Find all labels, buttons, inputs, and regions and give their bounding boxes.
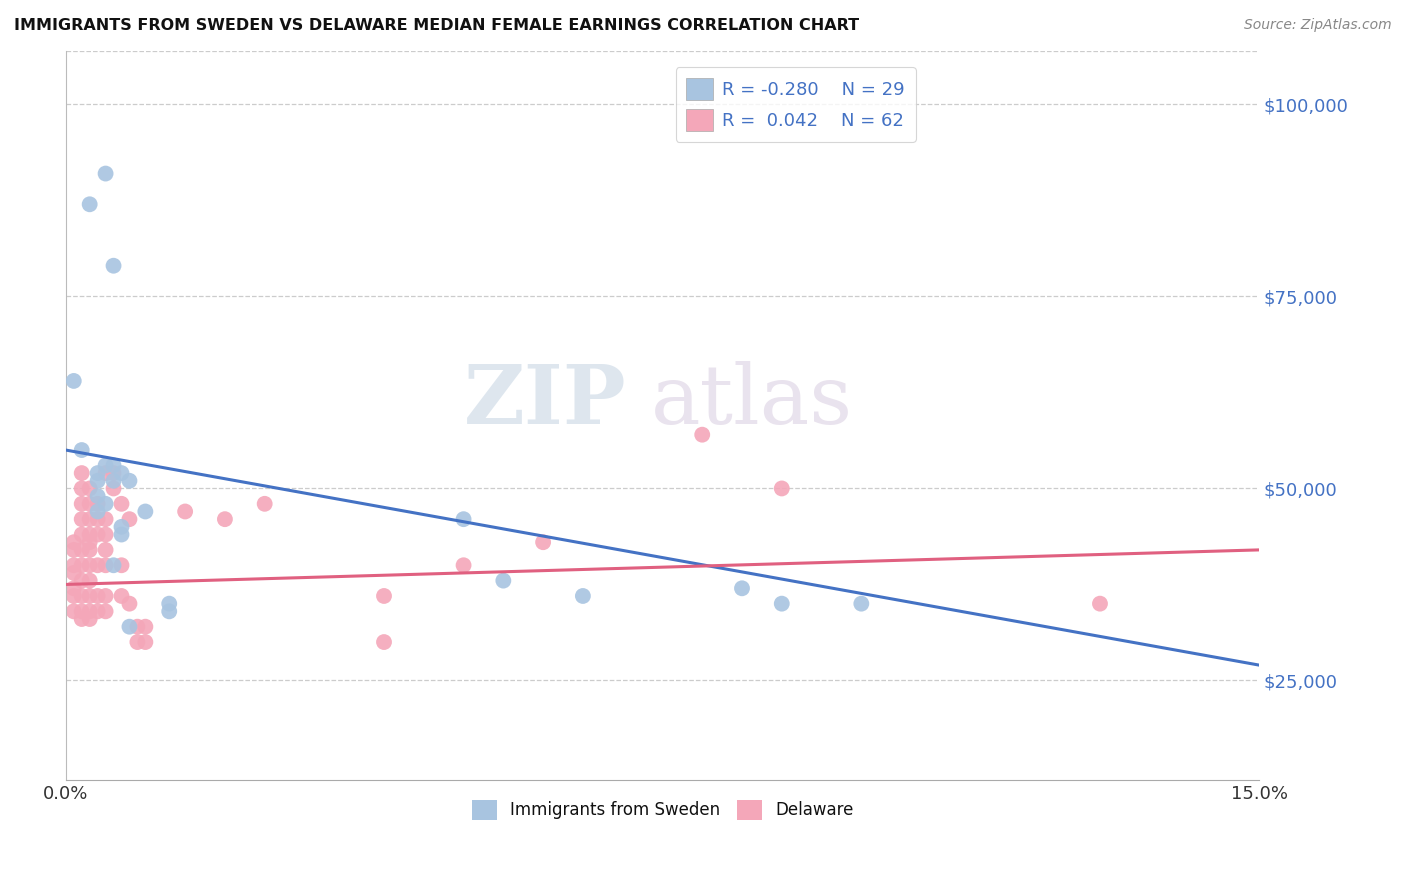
Point — [174, 504, 197, 518]
Point — [70, 604, 93, 618]
Point — [110, 558, 132, 573]
Point — [70, 443, 93, 458]
Point — [157, 604, 180, 618]
Point — [79, 527, 101, 541]
Point — [62, 558, 84, 573]
Point — [70, 558, 93, 573]
Point — [690, 427, 713, 442]
Point — [79, 542, 101, 557]
Point — [62, 582, 84, 596]
Point — [118, 474, 141, 488]
Point — [86, 512, 108, 526]
Point — [70, 482, 93, 496]
Point — [62, 566, 84, 580]
Point — [453, 512, 475, 526]
Point — [70, 574, 93, 588]
Point — [492, 574, 515, 588]
Point — [79, 558, 101, 573]
Point — [86, 466, 108, 480]
Point — [94, 497, 117, 511]
Point — [94, 542, 117, 557]
Point — [531, 535, 554, 549]
Point — [110, 527, 132, 541]
Point — [770, 597, 793, 611]
Point — [94, 527, 117, 541]
Point — [86, 474, 108, 488]
Text: atlas: atlas — [651, 361, 852, 441]
Legend: Immigrants from Sweden, Delaware: Immigrants from Sweden, Delaware — [465, 793, 860, 827]
Point — [127, 620, 149, 634]
Point — [70, 466, 93, 480]
Point — [94, 167, 117, 181]
Point — [373, 635, 395, 649]
Point — [103, 482, 125, 496]
Point — [94, 512, 117, 526]
Point — [253, 497, 276, 511]
Text: ZIP: ZIP — [464, 361, 627, 441]
Point — [157, 597, 180, 611]
Point — [103, 458, 125, 473]
Point — [62, 604, 84, 618]
Text: IMMIGRANTS FROM SWEDEN VS DELAWARE MEDIAN FEMALE EARNINGS CORRELATION CHART: IMMIGRANTS FROM SWEDEN VS DELAWARE MEDIA… — [14, 18, 859, 33]
Point — [62, 589, 84, 603]
Point — [70, 612, 93, 626]
Point — [79, 535, 101, 549]
Point — [79, 197, 101, 211]
Point — [94, 604, 117, 618]
Point — [373, 589, 395, 603]
Point — [79, 482, 101, 496]
Point — [127, 635, 149, 649]
Point — [851, 597, 873, 611]
Point — [70, 527, 93, 541]
Point — [103, 558, 125, 573]
Point — [62, 535, 84, 549]
Point — [70, 589, 93, 603]
Point — [86, 589, 108, 603]
Point — [79, 497, 101, 511]
Point — [118, 512, 141, 526]
Point — [110, 520, 132, 534]
Point — [94, 466, 117, 480]
Point — [94, 558, 117, 573]
Point — [86, 527, 108, 541]
Point — [110, 589, 132, 603]
Point — [1088, 597, 1111, 611]
Point — [86, 497, 108, 511]
Point — [70, 497, 93, 511]
Point — [94, 458, 117, 473]
Point — [110, 497, 132, 511]
Point — [79, 574, 101, 588]
Point — [134, 620, 156, 634]
Text: Source: ZipAtlas.com: Source: ZipAtlas.com — [1244, 18, 1392, 32]
Point — [103, 466, 125, 480]
Point — [572, 589, 595, 603]
Point — [79, 589, 101, 603]
Point — [86, 504, 108, 518]
Point — [79, 612, 101, 626]
Point — [70, 542, 93, 557]
Point — [118, 620, 141, 634]
Point — [86, 558, 108, 573]
Point — [731, 582, 754, 596]
Point — [214, 512, 236, 526]
Point — [94, 589, 117, 603]
Point — [70, 512, 93, 526]
Point — [103, 474, 125, 488]
Point — [62, 542, 84, 557]
Point — [851, 789, 873, 803]
Point — [86, 604, 108, 618]
Point — [62, 374, 84, 388]
Point — [134, 635, 156, 649]
Point — [103, 259, 125, 273]
Point — [79, 512, 101, 526]
Point — [453, 558, 475, 573]
Point — [110, 466, 132, 480]
Point — [118, 597, 141, 611]
Point — [79, 604, 101, 618]
Point — [134, 504, 156, 518]
Point — [770, 482, 793, 496]
Point — [86, 489, 108, 503]
